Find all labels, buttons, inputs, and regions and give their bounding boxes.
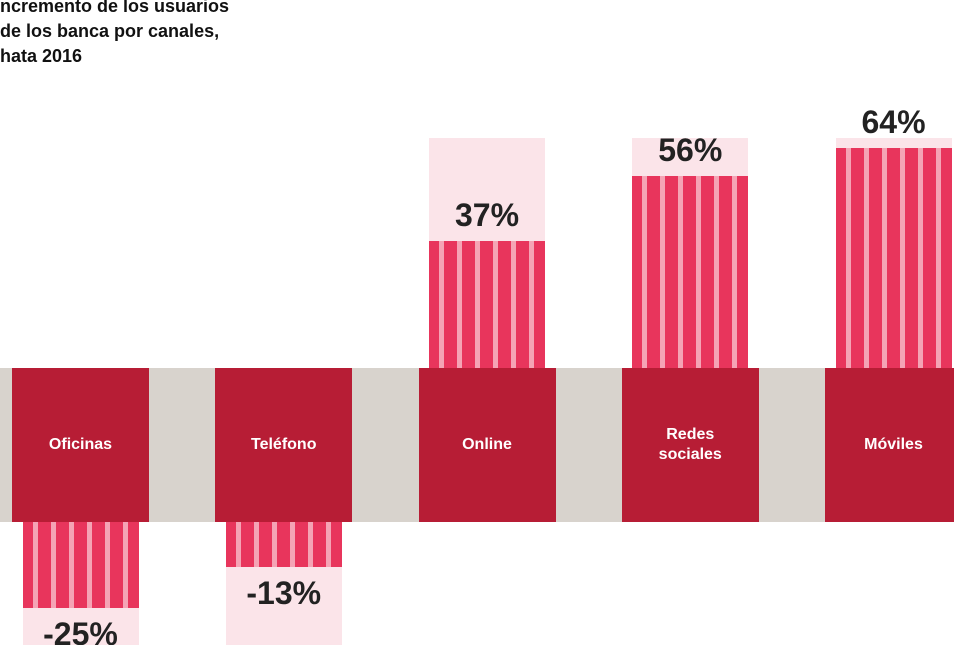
title-line: de los banca por canales,	[0, 21, 220, 41]
channel-box: Teléfono	[215, 368, 353, 522]
value-label: 56%	[658, 131, 723, 168]
value-label: 64%	[861, 104, 926, 140]
bar	[429, 240, 545, 368]
category-label: Redes sociales	[658, 426, 722, 463]
category-label: Móviles	[864, 436, 923, 453]
channel-box: Móviles	[825, 368, 954, 522]
title-line: ncremento de los usuarios	[0, 0, 230, 16]
chart-title: ncremento de los usuarios de los banca p…	[0, 0, 229, 69]
category-label: Teléfono	[251, 436, 317, 453]
value-label: -25%	[43, 615, 118, 645]
channel-box: Oficinas	[12, 368, 149, 522]
value-label: -13%	[246, 574, 322, 611]
category-label: Oficinas	[48, 436, 113, 453]
bar	[22, 522, 139, 608]
category-label: Online	[462, 436, 512, 453]
value-label: 37%	[454, 196, 520, 233]
title-line: hata 2016	[0, 46, 83, 66]
bar	[225, 522, 342, 567]
channel-box: Online	[418, 368, 556, 522]
bar	[835, 148, 952, 368]
bar	[632, 175, 749, 368]
channel-box: Redes sociales	[621, 368, 759, 522]
